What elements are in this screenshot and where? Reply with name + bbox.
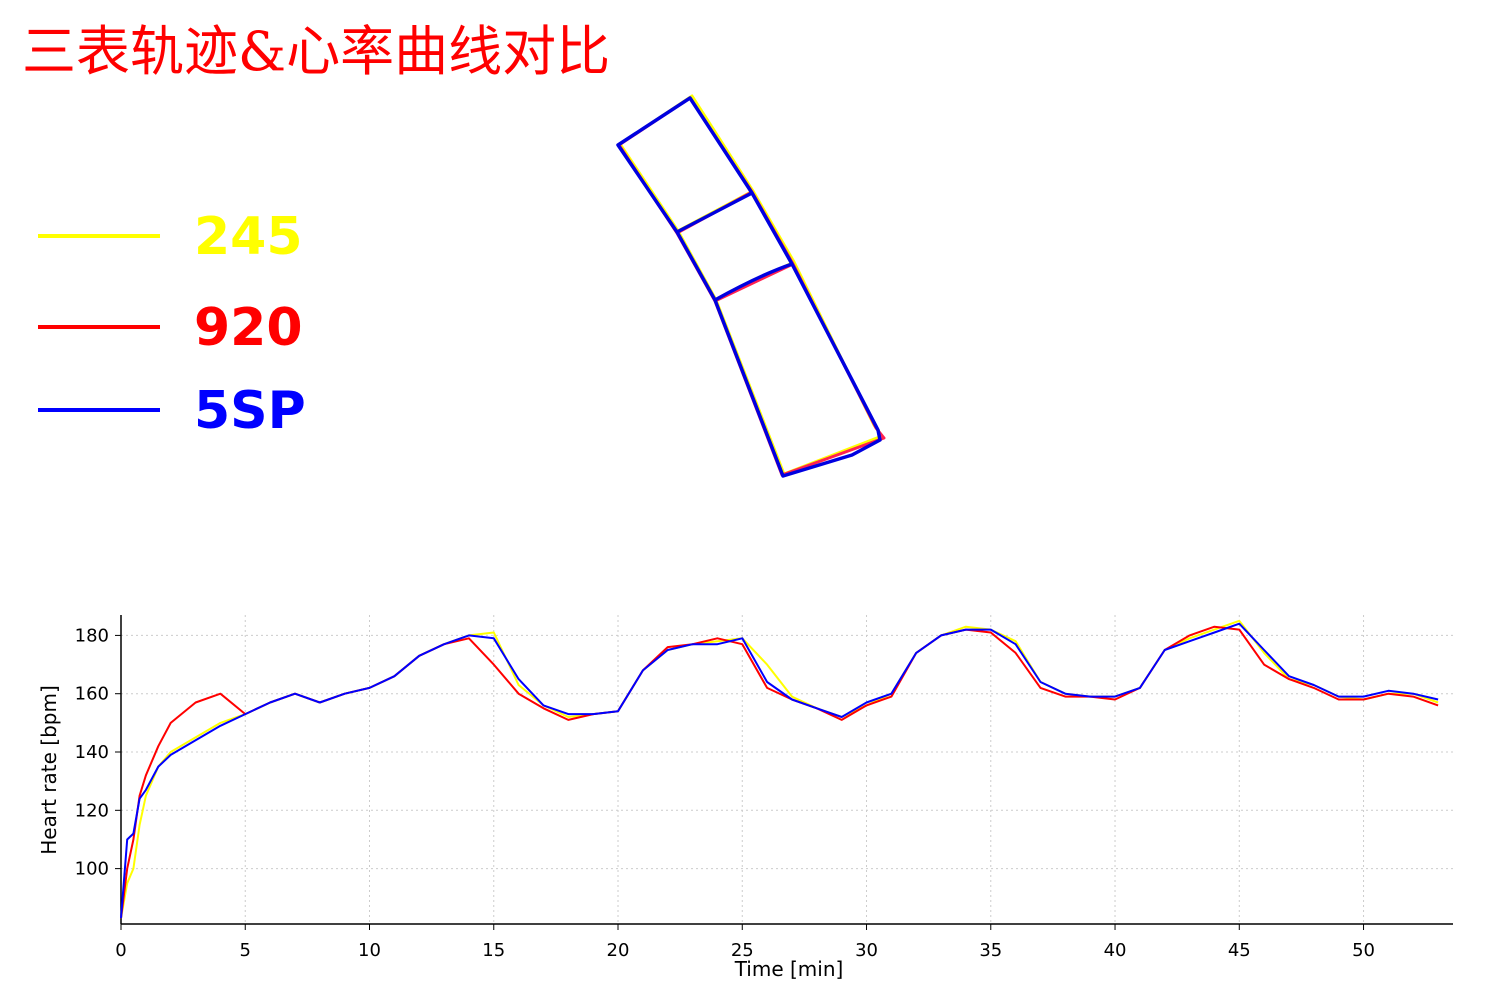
y-tick-label: 160 bbox=[75, 684, 109, 705]
series-line bbox=[120, 619, 1439, 919]
x-axis-label: Time [min] bbox=[734, 957, 844, 981]
y-tick-label: 120 bbox=[75, 800, 109, 821]
series-line bbox=[120, 625, 1439, 919]
y-tick-label: 100 bbox=[75, 859, 109, 880]
plot-area: 100 120 140 160 180 0 5 10 15 20 25 30 35 40 45 50 bbox=[75, 615, 1453, 961]
x-tick-label: 40 bbox=[1104, 940, 1127, 961]
series-line bbox=[120, 622, 1439, 919]
legend-label: 920 bbox=[194, 298, 303, 358]
x-tick-label: 30 bbox=[855, 940, 878, 961]
x-tick-label: 50 bbox=[1352, 940, 1375, 961]
legend: 245 920 5SP bbox=[38, 207, 306, 441]
x-tick-label: 25 bbox=[731, 940, 754, 961]
x-tick-label: 45 bbox=[1228, 940, 1251, 961]
legend-label: 245 bbox=[194, 207, 303, 267]
x-tick-label: 0 bbox=[115, 940, 126, 961]
x-tick-label: 15 bbox=[482, 940, 505, 961]
track-map bbox=[616, 94, 886, 478]
x-tick-label: 10 bbox=[358, 940, 381, 961]
y-tick-label: 140 bbox=[75, 742, 109, 763]
track-920 bbox=[617, 96, 886, 477]
track-5sp bbox=[616, 96, 882, 478]
legend-label: 5SP bbox=[194, 381, 306, 441]
x-tick-label: 35 bbox=[979, 940, 1002, 961]
x-tick-label: 20 bbox=[607, 940, 630, 961]
y-tick-label: 180 bbox=[75, 625, 109, 646]
x-tick-label: 5 bbox=[240, 940, 251, 961]
y-axis-label: Heart rate [bpm] bbox=[37, 685, 61, 854]
title: 三表轨迹&心率曲线对比 bbox=[22, 20, 610, 83]
